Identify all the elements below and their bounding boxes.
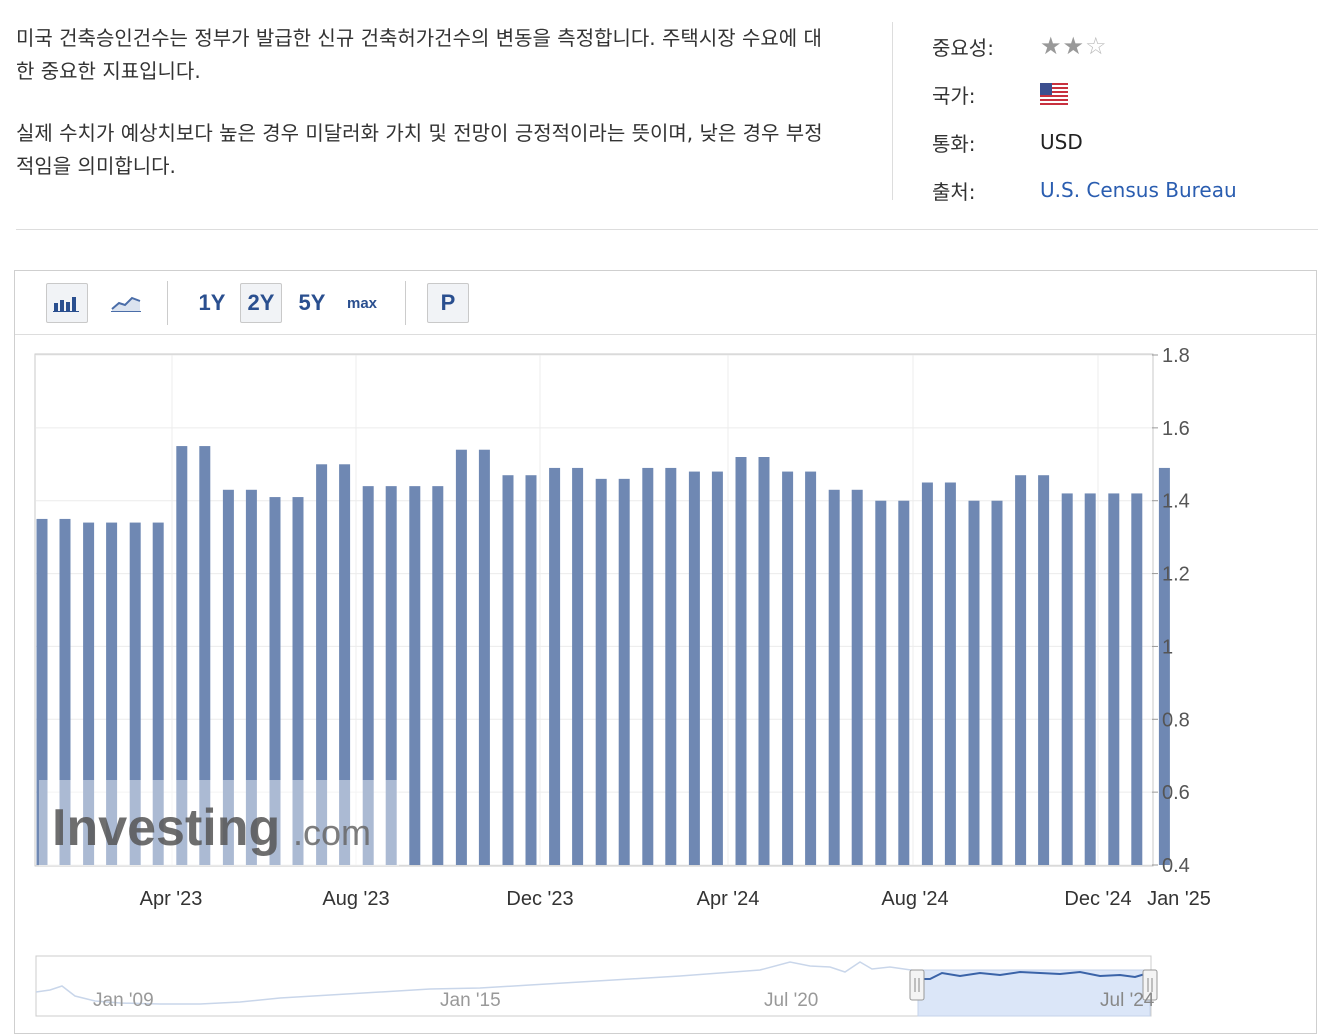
importance-row: 중요성: ★★☆ <box>932 22 1237 70</box>
range-2y-button[interactable]: 2Y <box>240 283 282 323</box>
source-label: 출처: <box>932 179 976 204</box>
source-row: 출처: U.S. Census Bureau <box>932 166 1237 214</box>
description-paragraph-1: 미국 건축승인건수는 정부가 발급한 신규 건축허가건수의 변동을 측정합니다.… <box>16 26 822 83</box>
chart-container: 1Y 2Y 5Y max P <box>14 270 1317 1034</box>
indicator-description: 미국 건축승인건수는 정부가 발급한 신규 건축허가건수의 변동을 측정합니다.… <box>16 22 836 212</box>
chart-toolbar: 1Y 2Y 5Y max P <box>15 271 1316 335</box>
star-empty-icon: ☆ <box>1085 32 1108 60</box>
country-label: 국가: <box>932 83 976 108</box>
line-chart-icon <box>111 296 141 312</box>
source-link[interactable]: U.S. Census Bureau <box>1040 178 1237 202</box>
toolbar-separator <box>167 281 168 325</box>
toolbar-separator <box>405 281 406 325</box>
currency-label: 통화: <box>932 131 976 156</box>
range-5y-button[interactable]: 5Y <box>298 290 326 315</box>
vertical-divider <box>892 22 893 200</box>
country-row: 국가: <box>932 70 1237 118</box>
description-paragraph-2: 실제 수치가 예상치보다 높은 경우 미달러화 가치 및 전망이 긍정적이라는 … <box>16 121 823 178</box>
bar-chart-button[interactable] <box>46 283 88 323</box>
section-divider <box>16 229 1318 230</box>
indicator-meta: 중요성: ★★☆ 국가: 통화: USD 출처: U.S. Census Bur… <box>932 22 1237 214</box>
star-filled-icon: ★ <box>1040 32 1063 60</box>
importance-label: 중요성: <box>932 35 994 60</box>
star-filled-icon: ★ <box>1062 32 1086 60</box>
currency-value: USD <box>1040 130 1083 154</box>
range-max-button[interactable]: max <box>346 294 378 312</box>
bar-chart-icon <box>53 297 79 312</box>
currency-row: 통화: USD <box>932 118 1237 166</box>
importance-stars: ★★☆ <box>1040 32 1108 60</box>
us-flag-icon <box>1040 83 1068 105</box>
range-1y-button[interactable]: 1Y <box>198 290 226 315</box>
preliminary-toggle-button[interactable]: P <box>427 283 469 323</box>
line-chart-button[interactable] <box>105 283 147 323</box>
